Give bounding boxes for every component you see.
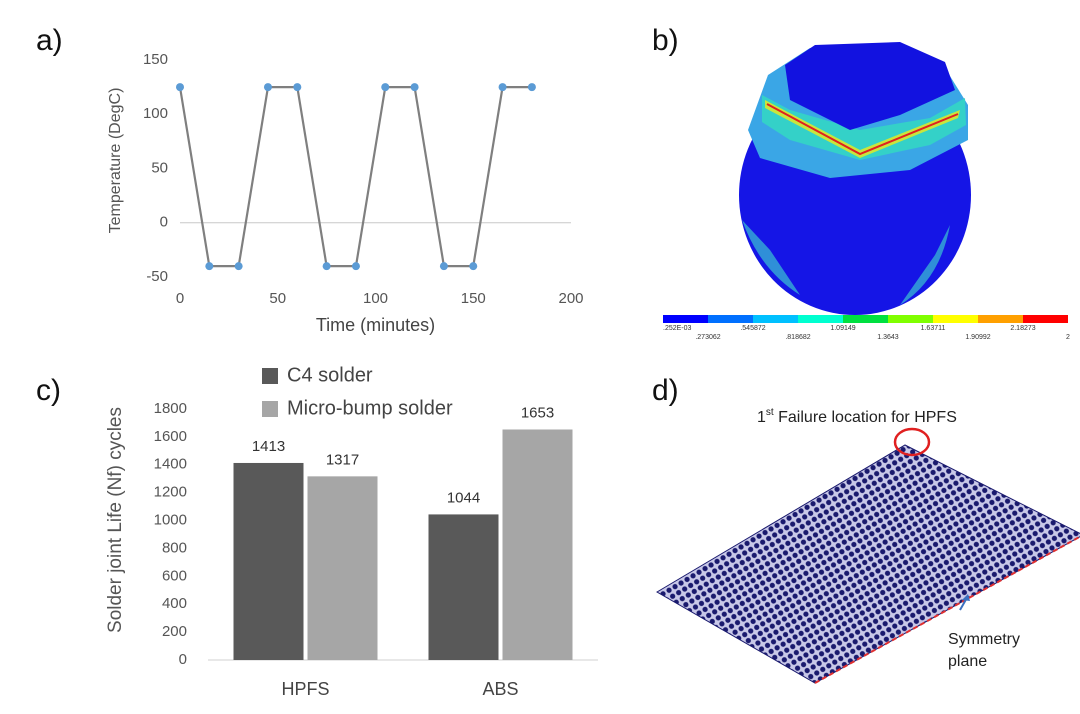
data-label: 1317 bbox=[326, 451, 359, 468]
y-axis-label: Temperature (DegC) bbox=[107, 88, 124, 234]
annotation: plane bbox=[948, 653, 987, 670]
y-tick-label: 1400 bbox=[154, 456, 187, 473]
x-tick-label: 150 bbox=[461, 290, 486, 307]
bar bbox=[502, 429, 573, 660]
annotation-part: 1 bbox=[757, 409, 766, 426]
colorbar-label: 1.3643 bbox=[877, 334, 899, 341]
marker bbox=[322, 262, 331, 271]
annotation: Symmetry bbox=[948, 631, 1020, 648]
y-tick-label: 0 bbox=[160, 214, 168, 231]
annotation-part: Failure location for HPFS bbox=[774, 409, 957, 426]
marker bbox=[439, 262, 448, 271]
panel-label: d) bbox=[652, 374, 679, 407]
bar bbox=[307, 476, 378, 660]
x-tick-label: 200 bbox=[558, 290, 583, 307]
y-axis-label: Solder joint Life (Nf) cycles bbox=[105, 407, 126, 633]
colorbar-label: .252E-03 bbox=[663, 325, 692, 332]
y-tick-label: 1200 bbox=[154, 484, 187, 501]
y-tick-label: 600 bbox=[162, 567, 187, 584]
y-tick-label: 800 bbox=[162, 539, 187, 556]
line bbox=[178, 86, 532, 268]
legend-swatch bbox=[262, 401, 278, 417]
annotation-part: st bbox=[766, 407, 774, 418]
fea-render bbox=[739, 42, 971, 315]
marker bbox=[351, 262, 360, 271]
colorbar-label: .273062 bbox=[695, 334, 720, 341]
x-tick-label: 50 bbox=[269, 290, 286, 307]
colorbar-label: 1.90992 bbox=[965, 334, 990, 341]
marker bbox=[469, 262, 478, 271]
y-tick-label: 400 bbox=[162, 595, 187, 612]
marker bbox=[410, 83, 419, 92]
y-tick-label: 1800 bbox=[154, 400, 187, 417]
bar bbox=[233, 462, 304, 660]
annotation: 1st Failure location for HPFS bbox=[757, 407, 957, 427]
panel-label: a) bbox=[36, 24, 63, 57]
marker bbox=[381, 83, 390, 92]
mesh-render bbox=[656, 427, 1080, 684]
x-axis-label: Time (minutes) bbox=[316, 315, 435, 335]
data-label: 1653 bbox=[521, 404, 554, 421]
data-label: 1044 bbox=[447, 489, 480, 506]
y-tick-label: 0 bbox=[179, 651, 187, 668]
panel-label: b) bbox=[652, 24, 679, 57]
x-tick-label: 0 bbox=[176, 290, 184, 307]
marker bbox=[205, 262, 214, 271]
x-tick-label: HPFS bbox=[281, 679, 329, 699]
y-tick-label: 1000 bbox=[154, 512, 187, 529]
colorbar bbox=[663, 315, 1068, 323]
panel-label: c) bbox=[36, 374, 61, 407]
y-tick-label: 200 bbox=[162, 623, 187, 640]
y-tick-label: -50 bbox=[146, 268, 168, 285]
y-tick-label: 150 bbox=[143, 51, 168, 68]
colorbar-label: 2 bbox=[1066, 334, 1070, 341]
colorbar-label: 2.18273 bbox=[1010, 325, 1035, 332]
y-tick-label: 1600 bbox=[154, 428, 187, 445]
marker bbox=[498, 83, 507, 92]
y-tick-label: 50 bbox=[151, 159, 168, 176]
y-tick-label: 100 bbox=[143, 105, 168, 122]
bar bbox=[428, 514, 499, 660]
marker bbox=[176, 83, 184, 92]
marker bbox=[263, 83, 272, 92]
marker bbox=[527, 83, 536, 92]
x-tick-label: 100 bbox=[363, 290, 388, 307]
marker bbox=[293, 83, 302, 92]
legend-swatch bbox=[262, 368, 278, 384]
legend-label: Micro-bump solder bbox=[287, 397, 453, 419]
marker bbox=[234, 262, 243, 271]
legend-label: C4 solder bbox=[287, 364, 373, 386]
data-label: 1413 bbox=[252, 438, 285, 455]
colorbar-label: .818682 bbox=[785, 334, 810, 341]
colorbar-label: .545872 bbox=[740, 325, 765, 332]
x-tick-label: ABS bbox=[482, 679, 518, 699]
colorbar-label: 1.63711 bbox=[921, 325, 946, 332]
colorbar-label: 1.09149 bbox=[830, 325, 855, 332]
